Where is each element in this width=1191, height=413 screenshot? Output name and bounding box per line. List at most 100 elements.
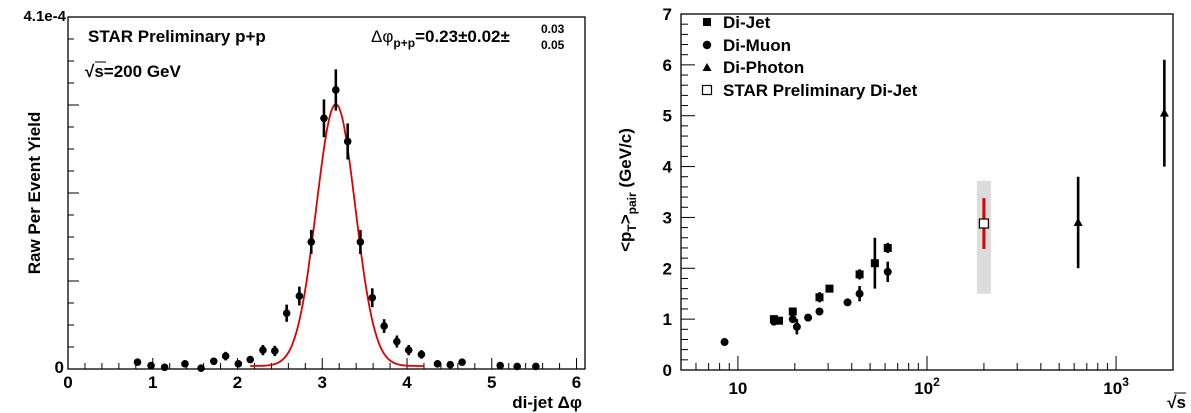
legend-entry-di-muon: Di-Muon (702, 36, 791, 55)
data-point-circle (855, 289, 864, 298)
data-point (133, 358, 142, 366)
data-point-circle (792, 322, 801, 331)
legend-marker-triangle (702, 63, 712, 71)
x-tick-label: 10 (728, 379, 747, 398)
left-y-zero-label: 0 (55, 358, 64, 377)
ylabel-sub2: pair (625, 192, 639, 214)
data-point (282, 309, 291, 317)
x-tick-label: 103 (1103, 375, 1129, 398)
legend-entry-di-jet: Di-Jet (703, 13, 771, 32)
data-point-square (883, 243, 892, 252)
x-tick-label: 4 (402, 373, 412, 392)
left-x-axis-title: di-jet Δφ (512, 393, 582, 412)
data-point (271, 347, 279, 355)
data-point (234, 360, 243, 368)
data-point-square (815, 293, 824, 302)
data-point (259, 346, 267, 354)
x-tick-label: 1 (148, 373, 157, 392)
legend-marker-square (703, 18, 711, 26)
x-tick-label: 3 (318, 373, 327, 392)
data-point (496, 361, 505, 370)
sqrt-symbol: √ (85, 62, 95, 81)
legend-label-di-jet: Di-Jet (723, 13, 771, 32)
y-tick-label: 4 (663, 158, 673, 177)
x-tick-label: 0 (63, 373, 72, 392)
data-point-circle (769, 317, 778, 326)
right-chart: 0 1 2 3 4 5 6 7 10 102 103 <pT>pair (GeV/c) √s Di-… (616, 5, 1186, 412)
data-point-circle (720, 338, 729, 347)
data-point (368, 293, 377, 302)
data-point (320, 114, 328, 123)
right-y-axis-title: <pT>pair (GeV/c) (616, 128, 639, 252)
data-point (404, 346, 413, 354)
data-point-square (870, 259, 879, 268)
width-sys-down: 0.05 (541, 38, 565, 52)
legend-label-di-muon: Di-Muon (723, 36, 791, 55)
left-chart: 0 1 2 3 4 5 6 4.1e-4 0 Raw Per Event Yield di-… (23, 8, 586, 412)
legend: Di-Jet Di-Muon Di-Photon STAR Preliminar… (701, 13, 918, 100)
y-tick-label: 7 (663, 5, 672, 24)
data-point-open-square (978, 218, 990, 229)
data-point (356, 238, 365, 246)
data-point (197, 364, 205, 372)
data-point (433, 360, 442, 368)
ylabel-unit: (GeV/c) (616, 128, 635, 192)
data-point-circle (883, 267, 892, 276)
y-tick-label: 5 (663, 107, 672, 126)
data-point (295, 292, 304, 300)
data-point-square (788, 307, 797, 316)
data-point (221, 352, 230, 360)
data-point-circle (843, 298, 852, 307)
ylabel-main: <p (616, 232, 635, 252)
left-annotation-title: STAR Preliminary p+p (88, 27, 266, 46)
legend-marker-circle (702, 40, 712, 50)
data-point (343, 137, 352, 146)
data-point (513, 362, 521, 371)
right-tick-marks (680, 13, 1174, 371)
data-point (307, 238, 316, 246)
left-annotation-energy: √s=200 GeV (85, 62, 181, 81)
data-point-square (855, 270, 864, 279)
left-annotation-width: Δφp+p=0.23±0.02± (371, 27, 510, 50)
data-point-triangle (1159, 108, 1169, 117)
right-tick-labels: 0 1 2 3 4 5 6 7 10 102 103 (663, 5, 1130, 398)
right-x-axis-title: √s (1167, 393, 1186, 412)
data-point (446, 360, 455, 369)
legend-label-star-prelim: STAR Preliminary Di-Jet (723, 81, 918, 100)
data-point (417, 350, 426, 359)
left-y-top-label: 4.1e-4 (23, 8, 66, 25)
data-point-circle (804, 313, 813, 322)
data-point (147, 361, 155, 370)
legend-label-di-photon: Di-Photon (723, 58, 804, 77)
x-tick-label: 5 (487, 373, 496, 392)
y-tick-label: 2 (663, 259, 672, 278)
left-y-axis-title: Raw Per Event Yield (25, 112, 44, 275)
data-point (209, 357, 218, 366)
legend-entry-star-prelim: STAR Preliminary Di-Jet (701, 81, 918, 100)
gaussian-fit-curve (250, 103, 424, 367)
data-point-triangle (1073, 217, 1083, 227)
energy-text: s=200 GeV (94, 62, 181, 81)
data-point-square (775, 316, 784, 325)
x-tick-label: 6 (572, 373, 581, 392)
data-point (246, 355, 255, 364)
ylabel-mid: > (616, 214, 635, 224)
data-point (160, 363, 169, 372)
width-symbol: Δφ (371, 27, 393, 46)
ylabel-sub1: T (625, 224, 639, 232)
left-tick-marks (67, 38, 578, 369)
data-point-circle (815, 307, 824, 316)
legend-entry-di-photon: Di-Photon (702, 58, 804, 77)
data-point-circle (788, 315, 797, 324)
left-x-axis-title-text: di-jet Δφ (512, 393, 582, 412)
width-sys-up: 0.03 (541, 22, 565, 36)
data-point (380, 322, 388, 330)
width-subscript: p+p (393, 36, 415, 50)
x-tick-label: 102 (914, 375, 940, 398)
data-point-square (825, 284, 834, 293)
y-tick-label: 1 (663, 310, 672, 329)
data-point (332, 86, 340, 94)
legend-marker-open-square (701, 84, 713, 96)
y-tick-label: 3 (663, 208, 672, 227)
